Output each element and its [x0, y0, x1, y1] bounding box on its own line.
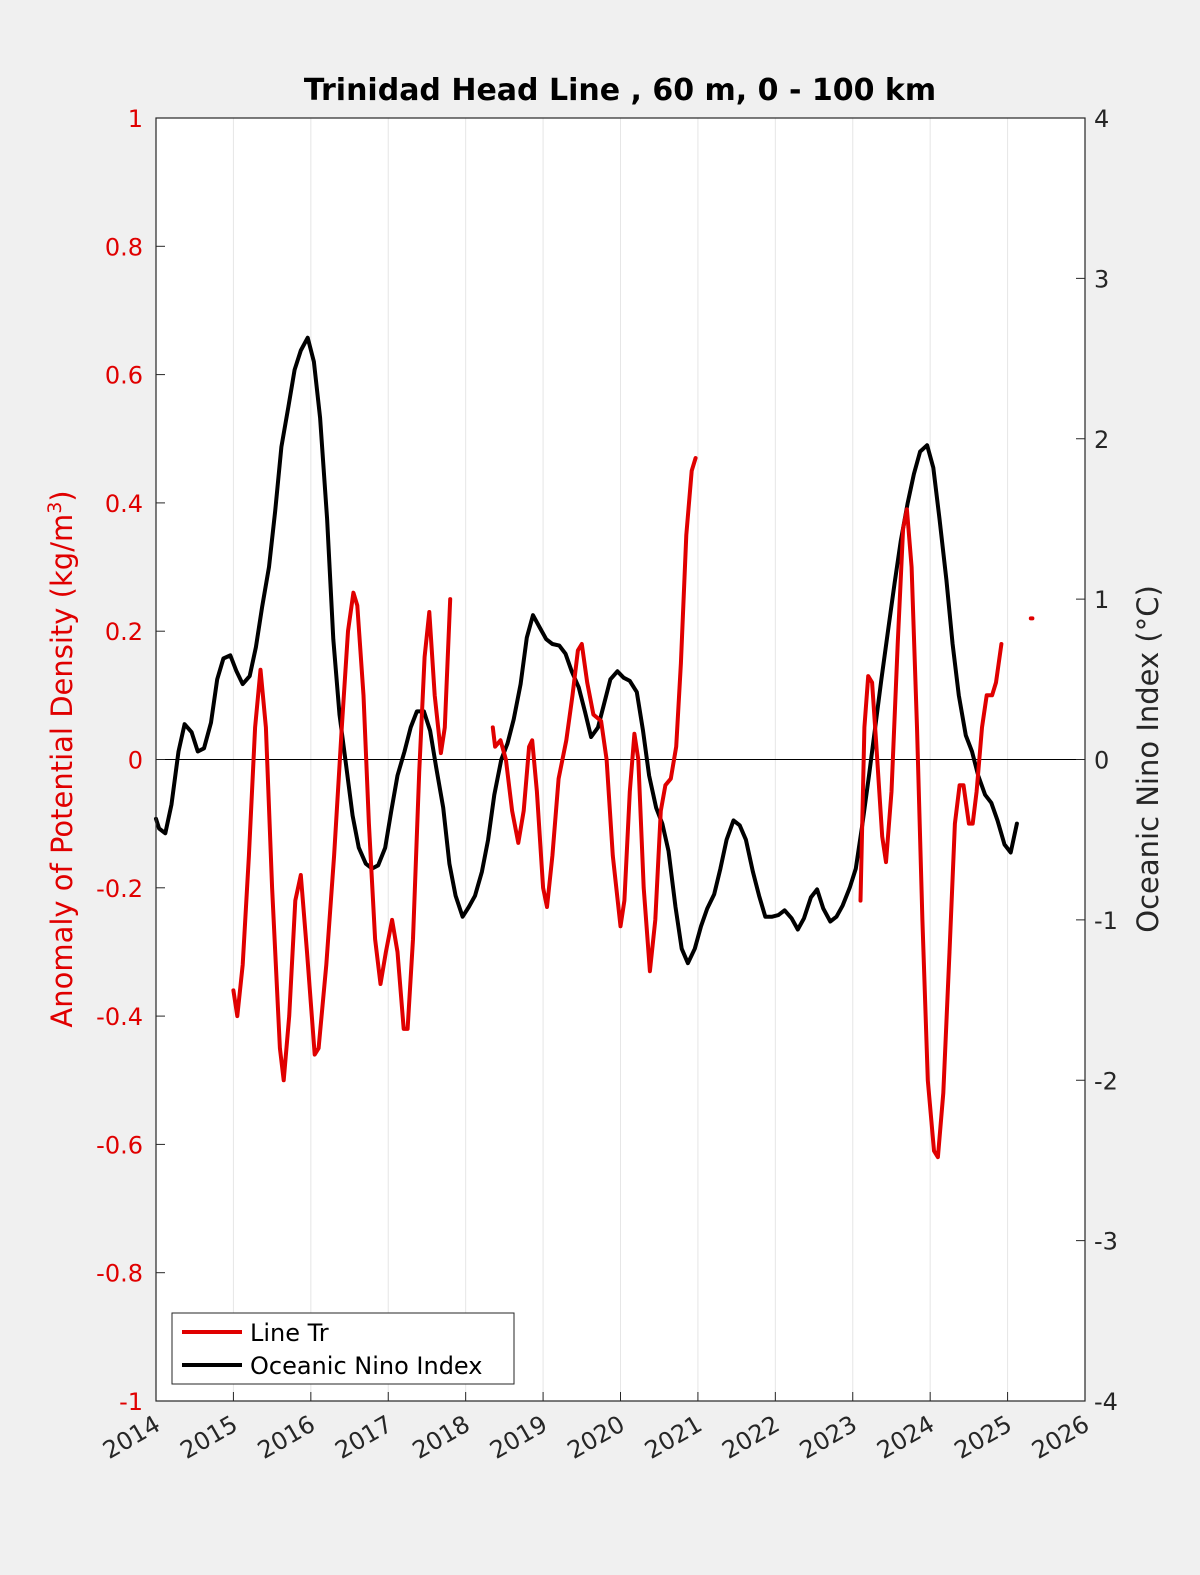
legend-box [171, 1312, 515, 1385]
series-line-oceanic-nino-index-segment-1 [154, 335, 1019, 966]
right-y-tick-label-3: 3 [1094, 265, 1109, 293]
left-y-tick-label--1: -1 [119, 1388, 143, 1416]
left-y-tick-label-0.8: 0.8 [105, 233, 143, 261]
left-y-tick-label-0: 0 [128, 747, 143, 775]
left-y-tick-label--0.6: -0.6 [96, 1131, 143, 1159]
series-line-line-tr-segment-2 [490, 456, 698, 974]
left-y-axis-label-sup: 3 [44, 502, 66, 514]
right-y-tick-label-4: 4 [1094, 105, 1109, 133]
axis-ticks [155, 117, 1086, 1402]
left-y-tick-label--0.4: -0.4 [96, 1003, 143, 1031]
left-y-tick-label-0.4: 0.4 [105, 490, 143, 518]
right-y-tick-label--1: -1 [1094, 907, 1118, 935]
left-y-axis-label-text: Anomaly of Potential Density (kg/m [45, 514, 79, 1028]
left-y-axis-label-close: ) [45, 490, 79, 501]
legend: Line Tr Oceanic Nino Index [171, 1312, 515, 1385]
right-y-tick-label-2: 2 [1094, 426, 1109, 454]
left-y-axis-label: Anomaly of Potential Density (kg/m3) [44, 490, 79, 1027]
right-y-tick-label-1: 1 [1094, 586, 1109, 614]
left-y-tick-label-0.6: 0.6 [105, 362, 143, 390]
left-y-tick-label-1: 1 [128, 105, 143, 133]
left-y-tick-label--0.2: -0.2 [96, 875, 143, 903]
left-y-tick-label--0.8: -0.8 [96, 1260, 143, 1288]
series-line-line-tr-segment-3 [858, 507, 1004, 1160]
series-lines [154, 335, 1035, 1160]
chart-title: Trinidad Head Line , 60 m, 0 - 100 km [304, 73, 936, 108]
left-y-tick-label-0.2: 0.2 [105, 618, 143, 646]
series-line-line-tr-segment-1 [231, 590, 453, 1083]
right-y-tick-label--4: -4 [1094, 1388, 1118, 1416]
right-y-tick-label--3: -3 [1094, 1228, 1118, 1256]
right-y-tick-label--2: -2 [1094, 1067, 1118, 1095]
right-y-tick-label-0: 0 [1094, 747, 1109, 775]
right-y-axis-label: Oceanic Nino Index (°C) [1131, 585, 1165, 933]
legend-label-oni: Oceanic Nino Index [250, 1352, 482, 1380]
legend-label-line-tr: Line Tr [250, 1319, 329, 1347]
